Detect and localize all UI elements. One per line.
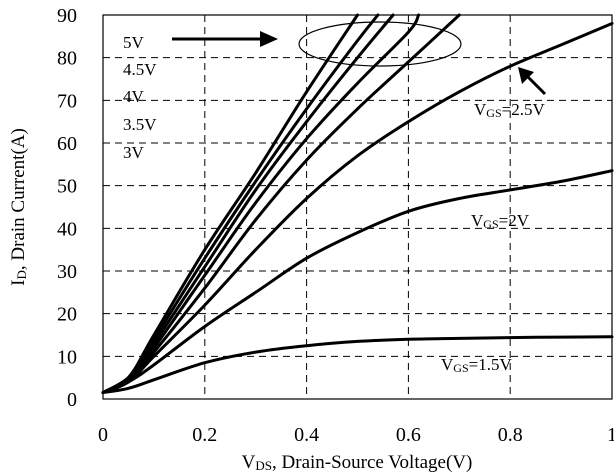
curves xyxy=(101,13,614,395)
label-vgs-2-5v-sub: GS xyxy=(486,106,501,120)
legend-label-5v: 5V xyxy=(123,33,145,52)
label-vgs-1-5v: VGS=1.5V xyxy=(441,355,512,375)
x-tick-label: 0.6 xyxy=(396,424,421,446)
y-tick-label: 60 xyxy=(57,133,77,155)
y-tick-label: 90 xyxy=(57,5,77,27)
y-axis-label: ID, Drain Current(A) xyxy=(8,128,29,286)
y-axis-label-rest: , Drain Current(A) xyxy=(8,128,29,270)
curve-vgs-3-5v xyxy=(101,13,421,395)
x-axis-label-rest: , Drain-Source Voltage(V) xyxy=(272,452,472,473)
legend-label-3-5v: 3.5V xyxy=(123,115,157,134)
y-tick-label: 50 xyxy=(57,176,77,198)
label-vgs-2v-rest: =2V xyxy=(499,211,530,230)
curve-vgs-3v xyxy=(101,13,461,395)
label-vgs-1-5v-sub: GS xyxy=(453,361,468,375)
x-axis-label: VDS, Drain-Source Voltage(V) xyxy=(242,452,473,473)
y-tick-label: 30 xyxy=(57,261,77,283)
arrow-right-icon xyxy=(172,31,278,47)
legend-label-3v: 3V xyxy=(123,143,145,162)
label-vgs-2v-sub: GS xyxy=(483,217,498,231)
label-vgs-1-5v-rest: =1.5V xyxy=(469,355,513,374)
curve-vgs-1-5v xyxy=(101,335,614,395)
label-vgs-1-5v-v: V xyxy=(441,355,454,374)
label-vgs-2v-v: V xyxy=(471,211,484,230)
x-tick-label: 1 xyxy=(607,424,614,446)
y-axis-label-v: I xyxy=(8,280,29,286)
y-tick-label: 10 xyxy=(57,346,77,368)
legend-top: 5V 4.5V 4V 3.5V 3V xyxy=(123,33,157,162)
curve-vgs-2v xyxy=(101,169,614,395)
label-vgs-2-5v-rest: =2.5V xyxy=(502,100,546,119)
y-tick-label: 80 xyxy=(57,48,77,70)
x-tick-label: 0.8 xyxy=(498,424,523,446)
x-axis-label-sub: DS xyxy=(255,458,272,473)
label-vgs-2-5v: VGS=2.5V xyxy=(474,100,545,120)
x-axis-label-v: V xyxy=(242,452,256,473)
y-tick-label: 20 xyxy=(57,304,77,326)
x-tick-label: 0.2 xyxy=(192,424,217,446)
curve-vgs-2-5v xyxy=(101,22,614,395)
legend-label-4v: 4V xyxy=(123,87,145,106)
legend-label-4-5v: 4.5V xyxy=(123,60,157,79)
label-vgs-2-5v-v: V xyxy=(474,100,487,119)
y-tick-label: 0 xyxy=(67,389,77,411)
highlight-ellipse xyxy=(298,21,462,67)
label-vgs-2v: VGS=2V xyxy=(471,211,530,231)
x-tick-label: 0 xyxy=(98,424,108,446)
arrow-diagonal-icon xyxy=(518,67,547,96)
y-tick-label: 70 xyxy=(57,90,77,112)
y-tick-label: 40 xyxy=(57,218,77,240)
y-axis-label-sub: D xyxy=(14,270,29,279)
x-tick-label: 0.4 xyxy=(294,424,319,446)
